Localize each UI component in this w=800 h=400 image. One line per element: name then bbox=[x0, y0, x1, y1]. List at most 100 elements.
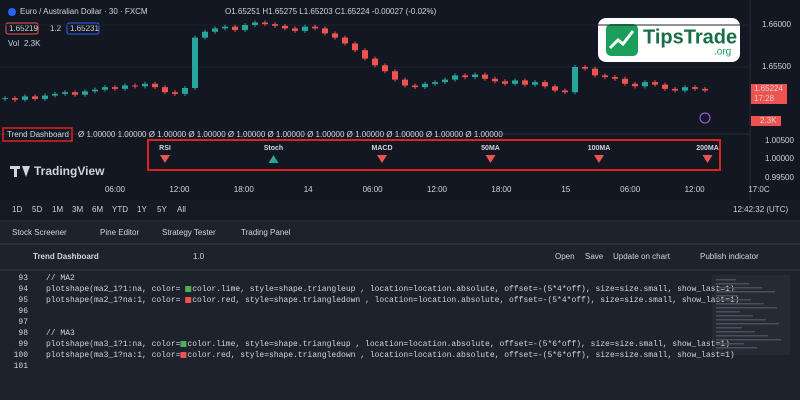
y-tick-label: 1.65500 bbox=[762, 62, 791, 71]
candle bbox=[42, 95, 48, 99]
signal-label: MACD bbox=[372, 145, 393, 152]
signal-label: 200MA bbox=[696, 145, 719, 152]
range-button[interactable]: All bbox=[177, 205, 186, 214]
alert-icon[interactable] bbox=[699, 112, 711, 124]
line-number: 93 bbox=[18, 274, 28, 283]
candle bbox=[652, 82, 658, 85]
symbol: Euro / Australian Dollar · 30 · FXCM bbox=[20, 7, 148, 16]
candle bbox=[172, 92, 178, 94]
candle bbox=[192, 37, 198, 88]
candle bbox=[142, 83, 148, 87]
candle bbox=[342, 37, 348, 44]
candle bbox=[442, 79, 448, 83]
tab[interactable]: Trading Panel bbox=[241, 228, 291, 237]
range-button[interactable]: YTD bbox=[112, 205, 128, 214]
x-tick-label: 12:00 bbox=[685, 185, 706, 194]
candle bbox=[212, 28, 218, 32]
y-tick-label: 1.66000 bbox=[762, 20, 791, 29]
code: plotshape(ma2_1?na:1, color= bbox=[46, 296, 181, 305]
x-tick-label: 18:00 bbox=[491, 185, 512, 194]
tab[interactable]: Strategy Tester bbox=[162, 228, 216, 237]
minimap-line bbox=[716, 283, 749, 285]
minimap-line bbox=[716, 339, 781, 341]
symbol-icon bbox=[8, 8, 16, 16]
color-swatch bbox=[185, 297, 192, 303]
vol-label: Vol bbox=[8, 39, 19, 48]
candle bbox=[252, 22, 258, 25]
candle bbox=[162, 87, 168, 93]
minimap-line bbox=[716, 343, 744, 345]
logo-domain: .org bbox=[714, 47, 731, 58]
ask[interactable]: 1.65231 bbox=[70, 24, 99, 33]
range-button[interactable]: 3M bbox=[72, 205, 83, 214]
line-number: 95 bbox=[18, 296, 28, 305]
minimap-line bbox=[716, 303, 764, 305]
candle bbox=[312, 26, 318, 29]
publish[interactable]: Publish indicator bbox=[700, 252, 759, 261]
indicator-name: Trend Dashboard bbox=[7, 130, 69, 139]
candle bbox=[2, 98, 8, 100]
code: color.lime, style=shape.triangleup , loc… bbox=[187, 340, 730, 349]
candle bbox=[102, 87, 108, 90]
line-number: 100 bbox=[14, 351, 29, 360]
signal-label: 50MA bbox=[481, 145, 500, 152]
candle bbox=[692, 87, 698, 89]
x-tick-label: 17:0C bbox=[748, 185, 770, 194]
time-tag: 17:28 bbox=[754, 94, 775, 103]
minimap-line bbox=[716, 299, 751, 301]
script-name[interactable]: Trend Dashboard bbox=[33, 252, 99, 261]
ask-box[interactable] bbox=[66, 22, 100, 35]
candle bbox=[72, 92, 78, 95]
range-button[interactable]: 1Y bbox=[137, 205, 147, 214]
minimap-line bbox=[716, 287, 762, 289]
action[interactable]: Save bbox=[585, 252, 604, 261]
editor-bg bbox=[0, 222, 800, 400]
color-swatch bbox=[185, 286, 192, 292]
candle bbox=[622, 78, 628, 84]
price-tag-bg bbox=[751, 84, 787, 104]
candle bbox=[272, 24, 278, 26]
pane-axis: 1.00000 bbox=[765, 154, 794, 163]
code: plotshape(ma2_1?1:na, color= bbox=[46, 285, 181, 294]
candle bbox=[222, 26, 228, 29]
minimap-line bbox=[716, 331, 755, 333]
candle bbox=[202, 31, 208, 38]
minimap-line bbox=[716, 315, 753, 317]
code: color.red, style=shape.triangledown , lo… bbox=[192, 296, 739, 305]
signal-label: 100MA bbox=[588, 145, 611, 152]
range-button[interactable]: 6M bbox=[92, 205, 103, 214]
line-number: 98 bbox=[18, 329, 28, 338]
bid-box[interactable] bbox=[5, 22, 39, 35]
range-button[interactable]: 5Y bbox=[157, 205, 167, 214]
candle bbox=[432, 82, 438, 84]
tab[interactable]: Stock Screener bbox=[12, 228, 67, 237]
minimap-line bbox=[716, 295, 738, 297]
signal-triangle bbox=[702, 155, 713, 163]
candle bbox=[232, 26, 238, 31]
candle bbox=[242, 25, 248, 31]
code: // MA2 bbox=[46, 274, 75, 283]
candle bbox=[152, 83, 158, 88]
range-button[interactable]: 1D bbox=[12, 205, 22, 214]
version[interactable]: 1.0 bbox=[193, 252, 205, 261]
x-tick-label: 12:00 bbox=[169, 185, 190, 194]
minimap-line bbox=[716, 279, 736, 281]
minimap-line bbox=[716, 335, 768, 337]
candle bbox=[262, 22, 268, 25]
candle bbox=[642, 82, 648, 87]
range-button[interactable]: 5D bbox=[32, 205, 42, 214]
tab[interactable]: Pine Editor bbox=[100, 228, 139, 237]
signal-label: RSI bbox=[159, 145, 171, 152]
range-button[interactable]: 1M bbox=[52, 205, 63, 214]
minimap-line bbox=[716, 311, 740, 313]
minimap-line bbox=[716, 291, 775, 293]
bid[interactable]: 1.65219 bbox=[9, 24, 38, 33]
line-number: 94 bbox=[18, 285, 28, 294]
minimap-line bbox=[716, 323, 779, 325]
minimap-line bbox=[716, 319, 766, 321]
candle bbox=[302, 26, 308, 31]
action[interactable]: Open bbox=[555, 252, 575, 261]
action[interactable]: Update on chart bbox=[613, 252, 671, 261]
ohlc: O1.65251 H1.65275 L1.65203 C1.65224 -0.0… bbox=[225, 7, 437, 16]
color-swatch bbox=[180, 341, 187, 347]
